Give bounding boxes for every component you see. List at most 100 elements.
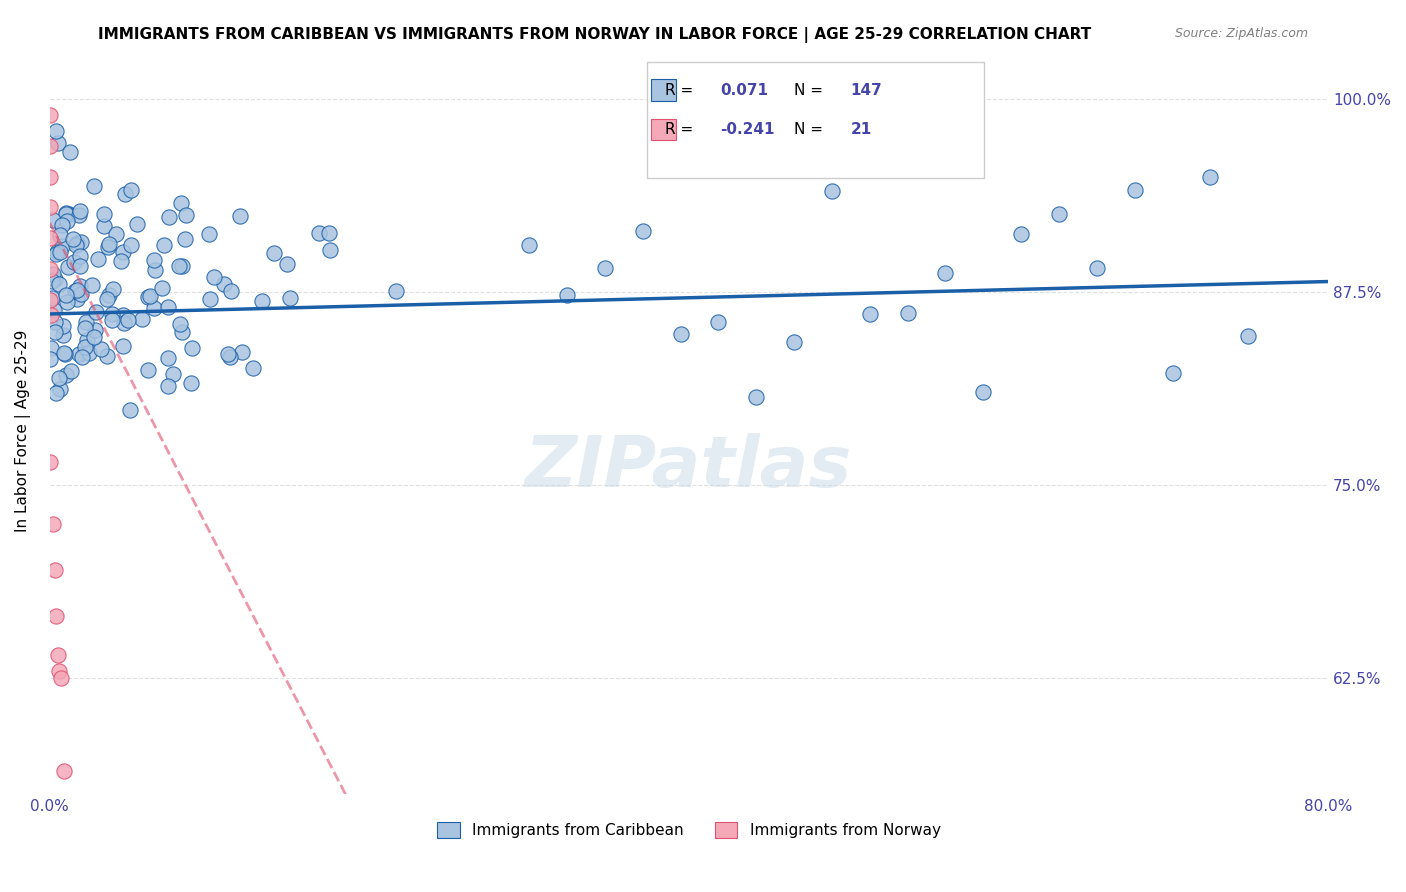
Point xyxy=(38,293,60,307)
Point xyxy=(83,330,105,344)
Point xyxy=(48,277,70,291)
Point xyxy=(66,283,89,297)
Point xyxy=(1085,261,1108,276)
Point xyxy=(49,227,72,242)
Point xyxy=(1010,227,1032,241)
Point xyxy=(39,352,62,367)
Point xyxy=(1047,207,1070,221)
Point xyxy=(70,287,93,301)
Point xyxy=(231,345,253,359)
Point xyxy=(51,239,73,253)
Point xyxy=(170,325,193,339)
Point xyxy=(67,209,90,223)
Point xyxy=(44,272,66,286)
Point xyxy=(77,346,100,360)
Point xyxy=(517,238,540,252)
Point xyxy=(170,260,193,274)
Point xyxy=(41,212,63,227)
Text: N =: N = xyxy=(794,122,828,136)
Point xyxy=(48,371,70,385)
Point xyxy=(156,379,179,393)
Point xyxy=(67,347,90,361)
Point xyxy=(114,186,136,201)
Point xyxy=(169,318,191,332)
Point xyxy=(90,343,112,357)
Point xyxy=(131,312,153,326)
Point xyxy=(170,195,193,210)
Text: R =: R = xyxy=(665,122,699,136)
Point xyxy=(173,231,195,245)
Point xyxy=(104,227,127,241)
Point xyxy=(38,169,60,184)
Text: ZIPatlas: ZIPatlas xyxy=(526,433,852,502)
Point xyxy=(934,266,956,280)
Point xyxy=(157,210,180,224)
Point xyxy=(41,341,63,355)
Point xyxy=(117,313,139,327)
Point xyxy=(52,328,75,343)
Point xyxy=(96,349,118,363)
Point xyxy=(180,376,202,391)
Point xyxy=(1161,366,1184,380)
Point xyxy=(150,281,173,295)
Point xyxy=(276,257,298,271)
Point xyxy=(38,231,60,245)
Point xyxy=(84,323,107,337)
Point xyxy=(263,245,285,260)
Point xyxy=(118,402,141,417)
Point xyxy=(242,361,264,376)
Point xyxy=(45,609,67,624)
Point xyxy=(45,124,67,138)
Point xyxy=(318,243,340,257)
Point xyxy=(56,214,79,228)
Point xyxy=(217,346,239,360)
Point xyxy=(212,277,235,292)
Point xyxy=(46,648,69,662)
Point xyxy=(38,455,60,469)
Point xyxy=(114,316,136,330)
Point xyxy=(101,307,124,321)
Text: IMMIGRANTS FROM CARIBBEAN VS IMMIGRANTS FROM NORWAY IN LABOR FORCE | AGE 25-29 C: IMMIGRANTS FROM CARIBBEAN VS IMMIGRANTS … xyxy=(98,27,1091,43)
Point xyxy=(69,278,91,293)
Point xyxy=(58,207,80,221)
Point xyxy=(38,201,60,215)
Text: 147: 147 xyxy=(851,84,883,98)
Point xyxy=(97,240,120,254)
Text: 0.071: 0.071 xyxy=(720,84,768,98)
Point xyxy=(62,254,84,268)
Point xyxy=(219,284,242,298)
Point xyxy=(125,217,148,231)
Point xyxy=(56,260,79,274)
Point xyxy=(49,382,72,396)
Point xyxy=(80,278,103,293)
Point xyxy=(51,218,73,232)
Point xyxy=(53,764,76,778)
Point xyxy=(200,292,222,306)
Point xyxy=(48,664,70,678)
Point xyxy=(42,267,65,281)
Point xyxy=(97,236,120,251)
Point xyxy=(46,245,69,260)
Point xyxy=(38,108,60,122)
Point xyxy=(229,209,252,223)
Point xyxy=(707,315,730,329)
Point xyxy=(972,385,994,400)
Point xyxy=(41,292,63,306)
Point xyxy=(218,351,240,365)
Point xyxy=(55,368,77,382)
Point xyxy=(143,262,166,277)
Point xyxy=(42,302,65,317)
Point xyxy=(59,364,82,378)
Point xyxy=(93,219,115,233)
Point xyxy=(93,207,115,221)
Point xyxy=(318,226,340,240)
Point xyxy=(75,315,97,329)
Legend: Immigrants from Caribbean, Immigrants from Norway: Immigrants from Caribbean, Immigrants fr… xyxy=(432,816,946,845)
Point xyxy=(59,145,82,160)
Point xyxy=(156,351,179,366)
Point xyxy=(38,138,60,153)
Point xyxy=(69,203,91,218)
Point xyxy=(1199,169,1222,184)
Point xyxy=(783,334,806,349)
Point xyxy=(62,232,84,246)
